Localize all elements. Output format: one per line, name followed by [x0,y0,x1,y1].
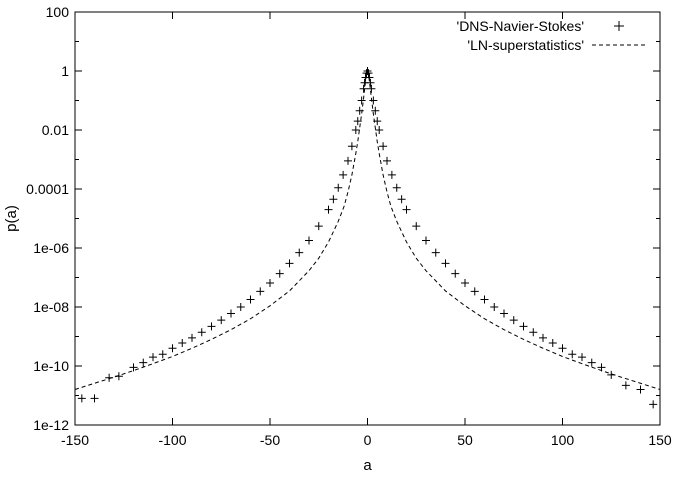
data-point-dns-navier-stokes [371,106,380,115]
data-point-dns-navier-stokes [431,248,440,257]
y-tick-label: 0.01 [42,122,69,138]
data-point-dns-navier-stokes [344,156,352,165]
y-tick-label: 1e-06 [33,240,69,256]
data-point-dns-navier-stokes [587,358,596,367]
y-tick-label: 0.0001 [26,181,69,197]
data-point-dns-navier-stokes [621,381,630,390]
data-point-dns-navier-stokes [519,322,528,331]
y-tick-label: 1e-12 [33,417,69,433]
data-point-dns-navier-stokes [367,84,376,93]
data-point-dns-navier-stokes [188,333,196,342]
data-point-dns-navier-stokes [397,195,406,204]
data-point-dns-navier-stokes [539,333,547,342]
data-point-dns-navier-stokes [256,287,265,296]
data-point-dns-navier-stokes [548,339,557,348]
data-point-dns-navier-stokes [285,259,294,268]
data-point-dns-navier-stokes [334,183,343,192]
series-line-ln-superstatistics [74,69,661,390]
data-point-dns-navier-stokes [129,363,138,372]
data-point-dns-navier-stokes [441,259,450,268]
data-point-dns-navier-stokes [375,126,384,134]
x-tick-label: -100 [158,432,186,448]
data-point-dns-navier-stokes [357,96,366,105]
data-point-dns-navier-stokes [305,236,313,245]
data-point-dns-navier-stokes [351,126,360,134]
data-point-dns-navier-stokes [500,309,508,318]
y-tick-label: 1e-08 [33,299,69,315]
data-point-dns-navier-stokes [236,303,245,311]
x-tick-label: 0 [364,432,372,448]
data-point-dns-navier-stokes [392,183,401,192]
data-point-dns-navier-stokes [324,205,333,214]
data-point-dns-navier-stokes [402,205,411,214]
data-point-dns-navier-stokes [597,363,606,372]
data-point-dns-navier-stokes [529,328,538,337]
data-point-dns-navier-stokes [158,350,167,359]
data-point-dns-navier-stokes [347,142,356,151]
data-point-dns-navier-stokes [369,96,378,105]
data-point-dns-navier-stokes [558,344,567,353]
data-point-dns-navier-stokes [339,170,348,179]
data-point-dns-navier-stokes [275,269,284,278]
legend-label-ln: 'LN-superstatistics' [467,37,584,53]
data-point-dns-navier-stokes [139,358,148,367]
data-point-dns-navier-stokes [568,350,577,359]
data-point-dns-navier-stokes [509,316,518,325]
x-tick-label: 100 [551,432,575,448]
data-point-dns-navier-stokes [168,344,177,353]
data-point-dns-navier-stokes [490,303,499,311]
data-point-dns-navier-stokes [412,222,421,231]
legend: 'DNS-Navier-Stokes' 'LN-superstatistics' [457,18,646,53]
data-point-dns-navier-stokes [90,394,99,403]
data-point-dns-navier-stokes [197,328,206,337]
data-point-dns-navier-stokes [217,316,226,325]
x-tick-label: -50 [260,432,280,448]
data-point-dns-navier-stokes [383,156,391,165]
data-point-dns-navier-stokes [246,295,255,304]
x-axis-label: a [363,457,372,474]
data-layer [74,67,661,409]
data-point-dns-navier-stokes [359,84,368,93]
data-point-dns-navier-stokes [295,248,304,257]
data-point-dns-navier-stokes [227,309,235,318]
data-point-dns-navier-stokes [266,279,274,288]
y-tick-label: 1 [61,63,69,79]
data-point-dns-navier-stokes [578,353,586,362]
axes-layer: -150 -100 -50 0 50 100 150 1e-12 1e-10 1e-08 1e-06… [3,4,672,474]
x-tick-label: 50 [457,432,473,448]
x-tick-label: -150 [61,432,89,448]
data-point-dns-navier-stokes [379,142,388,151]
data-point-dns-navier-stokes [649,400,658,409]
data-point-dns-navier-stokes [422,236,430,245]
data-point-dns-navier-stokes [314,222,323,231]
data-point-dns-navier-stokes [329,195,338,204]
data-point-dns-navier-stokes [387,170,396,179]
y-axis-label: p(a) [3,205,20,232]
data-point-dns-navier-stokes [178,339,187,348]
data-point-dns-navier-stokes [480,295,489,304]
data-point-dns-navier-stokes [77,394,86,403]
data-point-dns-navier-stokes [461,279,469,288]
data-point-dns-navier-stokes [451,269,460,278]
y-tick-label: 1e-10 [33,358,69,374]
x-tick-label: 150 [648,432,672,448]
data-point-dns-navier-stokes [149,353,157,362]
legend-label-dns: 'DNS-Navier-Stokes' [457,18,584,34]
y-tick-label: 100 [46,4,70,20]
legend-marker-dns [614,21,624,31]
data-point-dns-navier-stokes [207,322,216,331]
data-point-dns-navier-stokes [636,385,645,394]
data-point-dns-navier-stokes [353,117,362,126]
data-point-dns-navier-stokes [470,287,479,296]
